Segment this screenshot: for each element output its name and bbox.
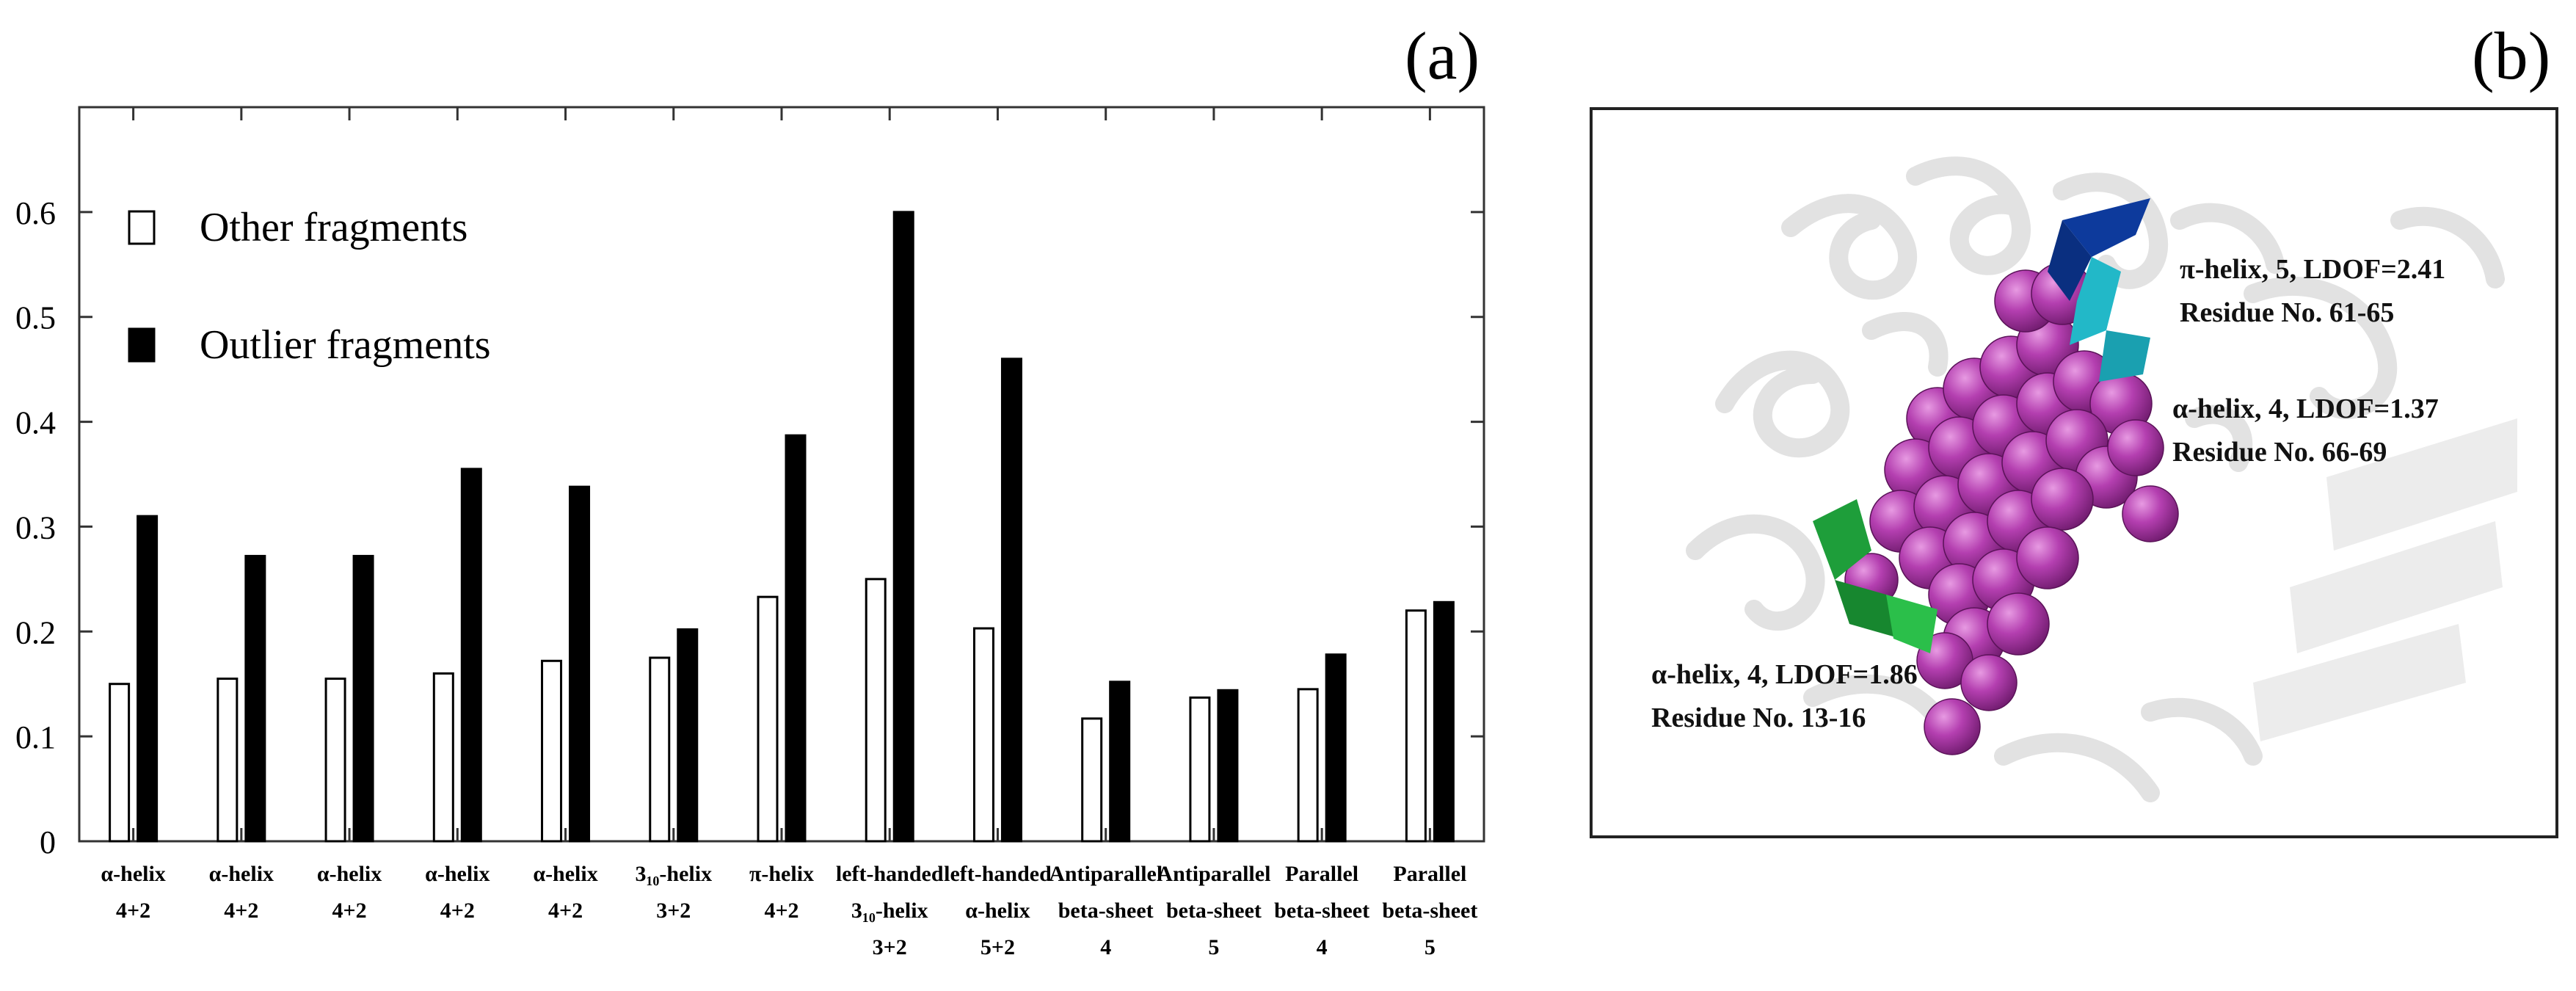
x-tick-label: left-handed α-helix 5+2 (944, 862, 1052, 959)
bar-outlier-fragments (892, 211, 914, 843)
alpha-helix-66-annotation-line1: α-helix, 4, LDOF=1.37 (2172, 393, 2439, 424)
bar-outlier-fragments (1109, 680, 1131, 843)
x-tick-label: π-helix 4+2 (749, 862, 814, 923)
sphere-cluster (1844, 262, 2179, 755)
alpha-helix-13-annotation-line1: α-helix, 4, LDOF=1.86 (1651, 659, 1918, 690)
x-tick-labels: α-helix 4+2 α-helix 4+2 α-helix 4+2 α-helix 4+2… (101, 862, 1477, 959)
bar-other-fragments (217, 678, 239, 843)
y-tick-label: 0.4 (15, 405, 56, 441)
y-tick-label: 0 (40, 824, 56, 860)
bar-other-fragments (1405, 609, 1427, 843)
pi-helix-ribbon (2048, 198, 2150, 301)
alpha-helix-66-annotation-line2: Residue No. 66-69 (2172, 436, 2387, 468)
bar-other-fragments (324, 678, 346, 843)
pi-helix-annotation-line1: π-helix, 5, LDOF=2.41 (2180, 254, 2446, 285)
bar-other-fragments (865, 578, 887, 843)
y-tick-label: 0.5 (15, 300, 56, 336)
legend: Other fragments Outlier fragments (128, 205, 491, 368)
alpha-helix-66-ribbon (2070, 257, 2150, 382)
x-tick-label: Parallel beta-sheet 4 (1274, 862, 1369, 959)
x-tick-label: 3₁₀-helix 3+2 (635, 862, 712, 923)
bar-other-fragments (109, 683, 131, 843)
x-tick-label: Antiparallel beta-sheet 5 (1157, 862, 1270, 959)
bar-other-fragments (541, 659, 563, 843)
bar-other-fragments (757, 595, 779, 843)
bar-other-fragments (1081, 717, 1103, 843)
bar-outlier-fragments (244, 554, 266, 843)
x-tick-label: Parallel beta-sheet 5 (1382, 862, 1477, 959)
protein-structure-image (1686, 156, 2517, 802)
legend-swatch (128, 210, 156, 245)
bar-outlier-fragments (1325, 653, 1347, 843)
x-tick-label: left-handed 3₁₀-helix 3+2 (836, 862, 944, 959)
alpha-helix-13-annotation-line2: Residue No. 13-16 (1651, 702, 1866, 733)
bar-other-fragments (1189, 696, 1211, 843)
legend-label: Other fragments (200, 205, 467, 250)
alpha-helix-13-annotation: α-helix, 4, LDOF=1.86 Residue No. 13-16 (1651, 653, 1918, 740)
bar-outlier-fragments (1433, 600, 1455, 843)
bar-other-fragments (649, 656, 671, 843)
bar-other-fragments (1297, 688, 1319, 843)
bar-other-fragments (972, 627, 994, 843)
bar-outlier-fragments (1000, 357, 1022, 843)
y-tick-label: 0.2 (15, 614, 56, 650)
bar-outlier-fragments (137, 515, 159, 843)
x-tick-label: α-helix 4+2 (425, 862, 490, 923)
pi-helix-annotation-line2: Residue No. 61-65 (2180, 297, 2395, 328)
x-tick-label: α-helix 4+2 (209, 862, 274, 923)
alpha-helix-66-annotation: α-helix, 4, LDOF=1.37 Residue No. 66-69 (2172, 388, 2439, 474)
bar-other-fragments (432, 672, 454, 843)
pi-helix-annotation: π-helix, 5, LDOF=2.41 Residue No. 61-65 (2180, 248, 2445, 335)
y-tick-label: 0.6 (15, 195, 56, 231)
axes: 0 0.1 0.2 0.3 0.4 0.5 0.6 (15, 106, 1485, 860)
panel-b-label: (b) (2472, 18, 2551, 93)
y-tick-label: 0.3 (15, 509, 56, 545)
panel-a-label: (a) (1405, 18, 1480, 93)
bar-chart: 00.10.20.30.40.50.6 α-helix 4+2α-helix 4+2… (15, 106, 1485, 959)
bar-outlier-fragments (569, 485, 591, 843)
protein-structure-panel: π-helix, 5, LDOF=2.41 Residue No. 61-65 … (1590, 107, 2558, 838)
x-tick-label: Antiparallel beta-sheet 4 (1049, 862, 1163, 959)
bar-outlier-fragments (460, 468, 482, 843)
x-tick-label: α-helix 4+2 (533, 862, 597, 923)
x-tick-label: α-helix 4+2 (317, 862, 382, 923)
alpha-helix-13-ribbon (1813, 499, 1938, 653)
bars (109, 211, 1455, 843)
x-tick-label: α-helix 4+2 (101, 862, 165, 923)
bar-outlier-fragments (352, 554, 374, 843)
bar-outlier-fragments (785, 434, 807, 843)
legend-swatch (128, 327, 156, 363)
y-tick-label: 0.1 (15, 719, 56, 755)
background-ribbons (1686, 156, 2517, 802)
bar-outlier-fragments (1217, 689, 1239, 843)
legend-label: Outlier fragments (200, 322, 491, 368)
bar-outlier-fragments (677, 628, 699, 843)
